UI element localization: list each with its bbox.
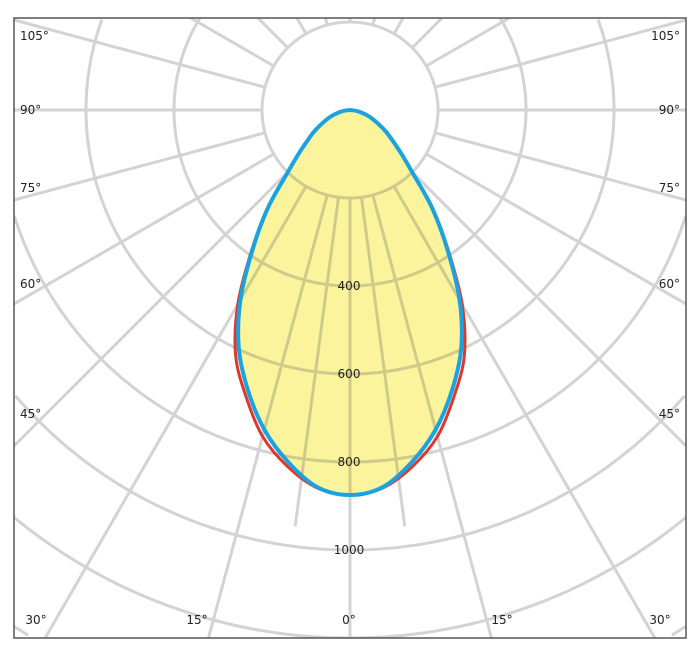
grid-ring-1200 — [14, 516, 686, 638]
grid-spoke-minor — [359, 197, 407, 495]
angle-label-left-60: 60° — [20, 277, 41, 291]
grid-spoke-105 — [434, 18, 686, 89]
chart-frame — [13, 17, 687, 639]
grid-spoke-150 — [295, 18, 308, 35]
angle-label-bottom-30-right: 30° — [649, 613, 670, 627]
grid-spoke-60 — [14, 152, 275, 306]
angle-label-right-60: 60° — [659, 277, 680, 291]
angle-label-bottom-15-left: 15° — [186, 613, 207, 627]
angle-label-bottom-30-left: 30° — [25, 613, 46, 627]
grid-ring-1400 — [14, 625, 686, 637]
grid-spoke-165 — [323, 18, 329, 26]
grid-spoke-135 — [411, 18, 444, 49]
series-lines — [233, 108, 467, 497]
grid-spoke-75 — [14, 131, 266, 202]
angle-label-bottom-0: 0° — [342, 613, 356, 627]
radial-tick-800: 800 — [338, 455, 361, 469]
radial-tick-600: 600 — [338, 367, 361, 381]
angle-label-left-45: 45° — [20, 407, 41, 421]
angle-label-right-90: 90° — [659, 103, 680, 117]
grid-spoke-150 — [392, 18, 405, 35]
angle-label-bottom-15-right: 15° — [491, 613, 512, 627]
grid-spoke-30 — [238, 185, 308, 495]
grid-spoke-minor — [293, 197, 341, 495]
grid-spoke-135 — [256, 18, 289, 49]
grid-spoke-45 — [14, 171, 289, 448]
grid-ring-1000 — [14, 394, 686, 552]
grid-spoke-15 — [371, 194, 462, 495]
grid-spoke-165 — [371, 18, 377, 26]
grid-ring-400 — [238, 110, 462, 288]
angle-labels-right: 105° 90° 75° 60° 45° — [651, 29, 680, 421]
angle-label-right-105: 105° — [651, 29, 680, 43]
angle-labels-bottom: 30° 15° 0° 15° 30° — [25, 613, 670, 627]
angle-label-left-75: 75° — [20, 181, 41, 195]
grid-spoke-120 — [425, 18, 511, 68]
radial-tick-labels: 400 600 800 1000 — [334, 279, 365, 557]
angle-label-right-75: 75° — [659, 181, 680, 195]
grid-spoke-15 — [238, 194, 329, 495]
radial-tick-400: 400 — [338, 279, 361, 293]
grid-spoke-45 — [411, 171, 686, 448]
series-line-1 — [236, 108, 464, 497]
angle-label-right-45: 45° — [659, 407, 680, 421]
grid-spoke-75 — [434, 131, 686, 202]
angle-label-left-90: 90° — [20, 103, 41, 117]
angle-labels-left: 105° 90° 75° 60° 45° — [20, 29, 49, 421]
grid-spoke-120 — [189, 18, 275, 68]
grid-spoke-105 — [14, 18, 266, 89]
radial-tick-1000: 1000 — [334, 543, 365, 557]
grid-ring-600 — [238, 110, 462, 376]
grid-spoke-60 — [425, 152, 686, 306]
angle-label-left-105: 105° — [20, 29, 49, 43]
grid-spoke-30 — [392, 185, 462, 495]
